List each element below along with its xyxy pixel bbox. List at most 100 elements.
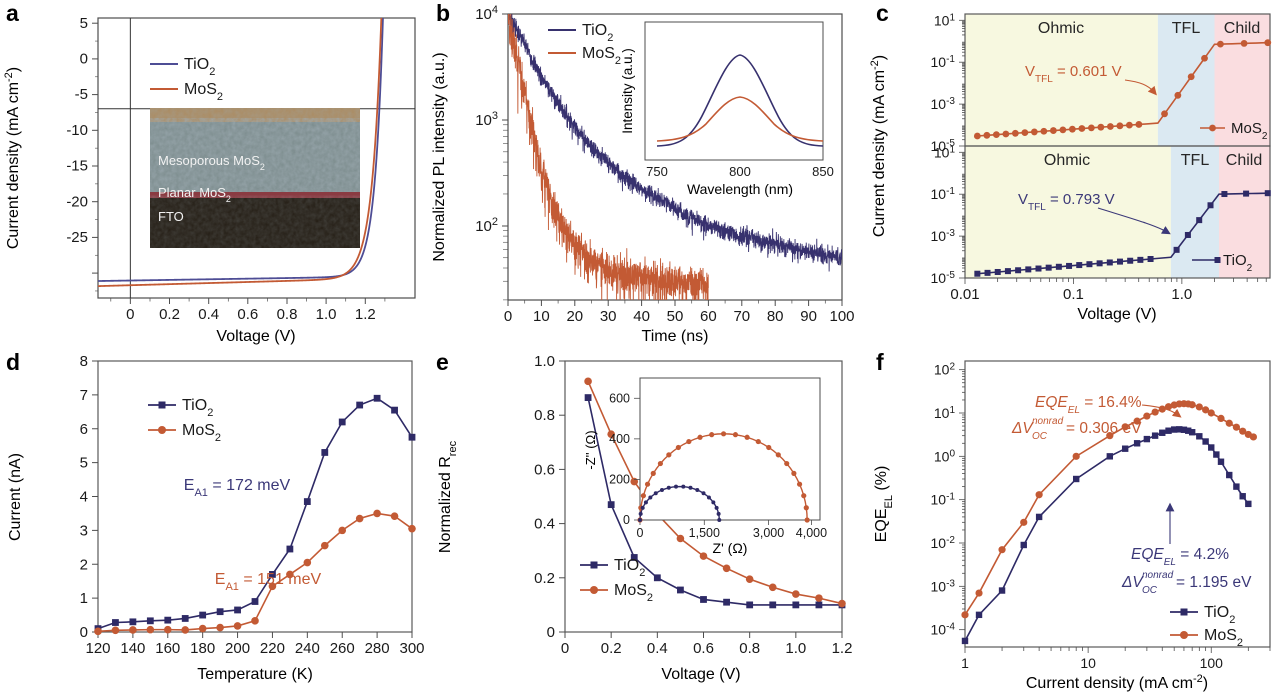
svg-text:400: 400	[609, 432, 630, 446]
svg-text:0.8: 0.8	[277, 306, 298, 323]
svg-text:120: 120	[85, 640, 110, 657]
svg-text:TFL: TFL	[1172, 20, 1201, 37]
svg-text:10: 10	[533, 308, 550, 325]
svg-text:280: 280	[365, 640, 390, 657]
svg-text:600: 600	[609, 391, 630, 405]
svg-text:20: 20	[566, 308, 583, 325]
svg-text:260: 260	[330, 640, 355, 657]
svg-text:10-3: 10-3	[931, 578, 956, 595]
svg-text:TFL: TFL	[1181, 152, 1210, 169]
svg-text:0: 0	[547, 624, 555, 641]
svg-text:103: 103	[475, 110, 498, 129]
svg-text:0.1: 0.1	[1063, 286, 1084, 303]
svg-text:7: 7	[80, 387, 88, 404]
svg-text:0.2: 0.2	[534, 570, 555, 587]
svg-text:1.0: 1.0	[1171, 286, 1192, 303]
svg-text:300: 300	[399, 640, 424, 657]
svg-text:1: 1	[80, 590, 88, 607]
svg-text:102: 102	[934, 361, 956, 378]
svg-text:70: 70	[733, 308, 750, 325]
svg-text:220: 220	[260, 640, 285, 657]
svg-text:0: 0	[126, 306, 134, 323]
svg-text:nonrad: nonrad	[1032, 416, 1064, 427]
svg-text:Voltage (V): Voltage (V)	[1077, 306, 1156, 323]
svg-text:TiO2: TiO2	[614, 557, 645, 579]
svg-text:MoS2: MoS2	[184, 81, 223, 103]
svg-text:1.0: 1.0	[534, 353, 555, 370]
svg-text:3,000: 3,000	[753, 526, 784, 540]
svg-text:EQEEL = 16.4%: EQEEL = 16.4%	[1035, 394, 1142, 416]
svg-text:1: 1	[961, 655, 969, 671]
svg-text:1.2: 1.2	[355, 306, 376, 323]
svg-text:0: 0	[504, 308, 512, 325]
svg-text:Time (ns): Time (ns)	[642, 328, 709, 345]
svg-text:0.6: 0.6	[237, 306, 258, 323]
svg-text:100: 100	[934, 448, 956, 465]
svg-text:102: 102	[475, 216, 498, 235]
svg-text:800: 800	[729, 164, 751, 179]
svg-text:0.8: 0.8	[739, 640, 760, 657]
svg-text:5: 5	[80, 455, 88, 472]
svg-text:TiO2: TiO2	[1204, 604, 1235, 626]
svg-text:Ohmic: Ohmic	[1038, 20, 1084, 37]
svg-text:10-1: 10-1	[931, 491, 956, 508]
svg-text:2: 2	[80, 556, 88, 573]
svg-text:0.8: 0.8	[534, 407, 555, 424]
svg-text:850: 850	[812, 164, 834, 179]
svg-text:50: 50	[667, 308, 684, 325]
svg-text:Temperature (K): Temperature (K)	[197, 666, 313, 683]
svg-text:Current density (mA cm-2): Current density (mA cm-2)	[1026, 673, 1208, 692]
svg-text:Normalized Rrec: Normalized Rrec	[437, 440, 459, 553]
svg-text:Ohmic: Ohmic	[1044, 152, 1090, 169]
svg-text:0: 0	[623, 513, 630, 527]
svg-text:10-3: 10-3	[931, 228, 956, 245]
svg-text:4,000: 4,000	[796, 526, 827, 540]
svg-text:Current (nA): Current (nA)	[7, 453, 24, 541]
svg-text:60: 60	[700, 308, 717, 325]
svg-text:TiO2: TiO2	[182, 397, 213, 419]
svg-text:Normalized PL intensity (a.u.): Normalized PL intensity (a.u.)	[431, 52, 448, 261]
svg-text:104: 104	[475, 4, 498, 23]
svg-text:140: 140	[120, 640, 145, 657]
svg-text:-5: -5	[75, 86, 88, 103]
svg-text:0: 0	[80, 624, 88, 641]
svg-text:nonrad: nonrad	[1142, 570, 1174, 581]
svg-text:0.4: 0.4	[534, 516, 555, 533]
svg-text:10-1: 10-1	[931, 186, 956, 203]
svg-text:Current density (mA cm-2): Current density (mA cm-2)	[3, 67, 22, 249]
svg-text:MoS2: MoS2	[182, 422, 221, 444]
svg-text:= 1.195 eV: = 1.195 eV	[1176, 574, 1252, 591]
svg-text:200: 200	[609, 472, 630, 486]
svg-text:180: 180	[190, 640, 215, 657]
svg-text:40: 40	[633, 308, 650, 325]
svg-text:4: 4	[80, 489, 88, 506]
svg-text:-Z'' (Ω): -Z'' (Ω)	[583, 430, 598, 469]
svg-text:0.2: 0.2	[159, 306, 180, 323]
svg-text:0: 0	[80, 51, 88, 68]
svg-text:ΔV: ΔV	[1011, 420, 1034, 437]
svg-text:0.4: 0.4	[198, 306, 219, 323]
svg-text:-10: -10	[66, 122, 88, 139]
svg-text:240: 240	[295, 640, 320, 657]
svg-text:200: 200	[225, 640, 250, 657]
svg-text:EA1 = 172 meV: EA1 = 172 meV	[184, 477, 291, 499]
svg-text:1,500: 1,500	[689, 526, 720, 540]
svg-text:ΔV: ΔV	[1121, 574, 1144, 591]
svg-text:1.2: 1.2	[832, 640, 853, 657]
svg-text:80: 80	[767, 308, 784, 325]
svg-text:0.6: 0.6	[693, 640, 714, 657]
svg-text:10-4: 10-4	[931, 621, 956, 638]
svg-text:8: 8	[80, 353, 88, 370]
svg-text:10: 10	[1080, 655, 1096, 671]
svg-text:101: 101	[934, 405, 956, 422]
svg-text:-20: -20	[66, 193, 88, 210]
svg-text:Intensity (a.u.): Intensity (a.u.)	[620, 48, 635, 134]
svg-text:10-1: 10-1	[931, 54, 956, 71]
svg-text:Current density (mA cm-2): Current density (mA cm-2)	[870, 55, 888, 237]
svg-text:-25: -25	[66, 229, 88, 246]
svg-text:1.0: 1.0	[785, 640, 806, 657]
svg-text:FTO: FTO	[158, 209, 184, 224]
svg-text:0.01: 0.01	[950, 286, 979, 303]
svg-text:6: 6	[80, 421, 88, 438]
svg-text:Z' (Ω): Z' (Ω)	[713, 540, 748, 556]
